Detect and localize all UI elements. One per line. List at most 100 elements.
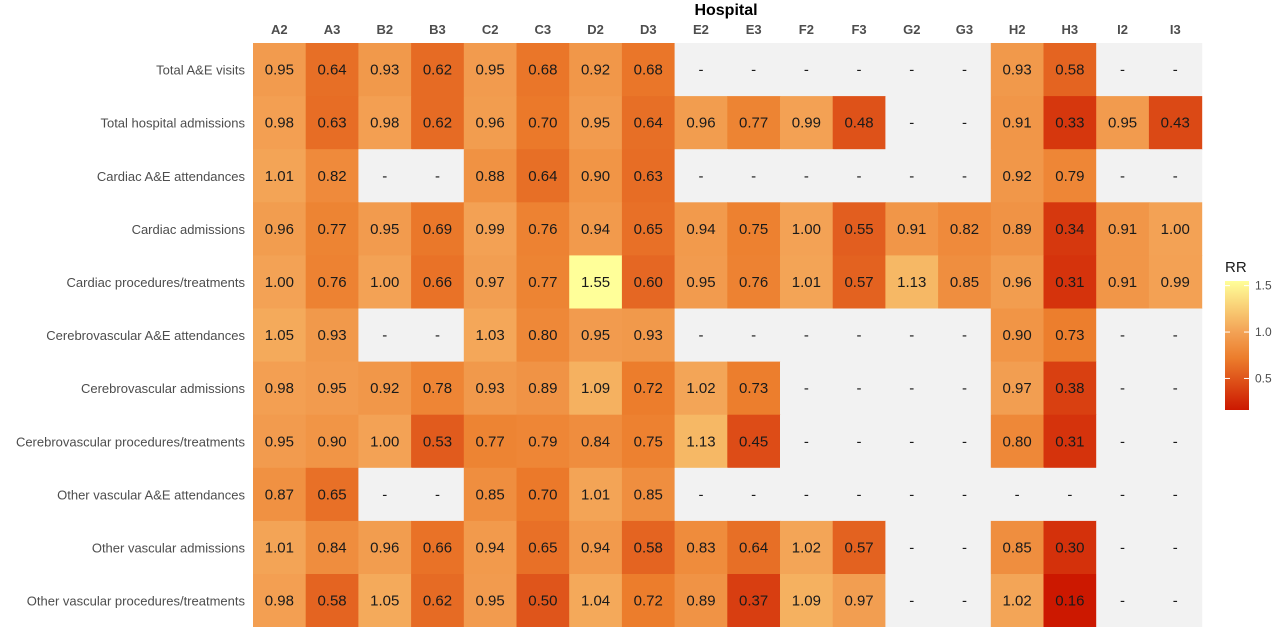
cell-value-label: 0.88 <box>476 168 505 185</box>
row-label: Cerebrovascular A&E attendances <box>46 328 245 343</box>
cell-value-label: 0.91 <box>1108 221 1137 238</box>
cell-value-label: 1.01 <box>265 168 294 185</box>
heatmap-cell-missing <box>358 308 412 363</box>
cell-value-label: 0.64 <box>634 115 663 132</box>
cell-value-label: 1.00 <box>370 433 399 450</box>
cell-value-label: 0.57 <box>844 539 873 556</box>
cell-value-label: 0.97 <box>476 274 505 291</box>
cell-value-label: 1.09 <box>792 593 821 610</box>
cell-value-label: - <box>751 486 756 503</box>
heatmap-cell <box>621 255 676 310</box>
heatmap-cell-missing <box>358 149 412 203</box>
heatmap-cell-missing <box>780 43 834 97</box>
heatmap-cell <box>938 202 992 256</box>
heatmap-cell <box>727 414 781 469</box>
heatmap-cell-missing <box>674 149 728 203</box>
heatmap-cell-missing <box>885 361 939 416</box>
cell-value-label: 0.98 <box>265 115 294 132</box>
cell-value-label: - <box>382 486 387 503</box>
cell-value-label: 0.76 <box>528 221 557 238</box>
heatmap-cell-missing <box>1096 308 1150 363</box>
cell-value-label: 0.77 <box>528 274 557 291</box>
heatmap-cell <box>516 96 570 150</box>
heatmap-cell-missing <box>674 308 728 363</box>
cell-value-label: - <box>751 327 756 344</box>
cell-value-label: - <box>1120 593 1125 610</box>
heatmap-cell <box>516 202 570 256</box>
cell-value-label: 0.58 <box>1055 62 1084 79</box>
cell-value-label: 0.77 <box>739 115 768 132</box>
row-labels: Total A&E visits Total hospital admission… <box>16 63 246 609</box>
heatmap-cell-missing <box>1148 149 1203 203</box>
cell-value-label: 0.31 <box>1055 433 1084 450</box>
row-label: Cardiac admissions <box>132 222 246 237</box>
heatmap-cell-missing <box>1043 467 1097 522</box>
column-label-f3: F3 <box>851 22 866 37</box>
heatmap-cell <box>516 414 570 469</box>
cell-value-label: 0.48 <box>844 115 873 132</box>
cell-value-label: - <box>1173 593 1178 610</box>
column-label-e3: E3 <box>746 22 762 37</box>
row-label: Total A&E visits <box>156 63 245 78</box>
cell-value-label: 0.85 <box>476 486 505 503</box>
heatmap-cell <box>832 96 886 150</box>
cell-value-label: 0.30 <box>1055 539 1084 556</box>
heatmap-cell <box>621 149 676 203</box>
cell-value-label: - <box>909 62 914 79</box>
cell-value-label: 0.77 <box>476 433 505 450</box>
heatmap-cell <box>253 43 307 97</box>
heatmap-cell <box>569 520 623 575</box>
cell-value-label: 0.80 <box>1003 433 1032 450</box>
cell-value-label: - <box>382 327 387 344</box>
cell-value-label: - <box>909 115 914 132</box>
cell-value-label: 0.75 <box>634 433 663 450</box>
cell-value-label: 0.96 <box>476 115 505 132</box>
heatmap-cell <box>569 361 623 416</box>
column-label-d3: D3 <box>640 22 657 37</box>
cell-value-label: - <box>962 327 967 344</box>
cell-value-label: 0.33 <box>1055 115 1084 132</box>
heatmap-cell-missing <box>938 149 992 203</box>
heatmap-cell-missing <box>1096 43 1150 97</box>
cell-value-label: 0.45 <box>739 433 768 450</box>
column-label-f2: F2 <box>799 22 814 37</box>
cell-value-label: 0.95 <box>317 380 346 397</box>
heatmap-cell <box>463 255 518 310</box>
legend-tick-label: 1.0 <box>1255 325 1272 339</box>
cell-value-label: - <box>1173 486 1178 503</box>
cell-value-label: - <box>751 168 756 185</box>
cell-value-label: 0.66 <box>423 274 452 291</box>
cell-value-label: 0.85 <box>1003 539 1032 556</box>
heatmap-cell <box>621 361 676 416</box>
heatmap-cell-missing <box>780 149 834 203</box>
heatmap-cell <box>674 414 728 469</box>
cell-value-label: - <box>1067 486 1072 503</box>
heatmap-cell <box>253 574 307 627</box>
cell-value-label: 0.93 <box>1003 62 1032 79</box>
cell-value-label: 0.58 <box>634 539 663 556</box>
cell-value-label: 0.68 <box>634 62 663 79</box>
heatmap-cell <box>621 520 676 575</box>
heatmap-cell-missing <box>885 96 939 150</box>
cell-value-label: - <box>909 327 914 344</box>
cell-value-label: 0.89 <box>528 380 557 397</box>
cell-value-label: 1.01 <box>581 486 610 503</box>
column-label-g2: G2 <box>903 22 920 37</box>
row-label: Other vascular procedures/treatments <box>27 594 246 609</box>
heatmap-cell-missing <box>938 43 992 97</box>
heatmap-cell <box>674 520 728 575</box>
cell-value-label: - <box>909 168 914 185</box>
cell-value-label: 0.85 <box>950 274 979 291</box>
cell-value-label: 0.95 <box>265 433 294 450</box>
heatmap-cell-missing <box>1096 361 1150 416</box>
cell-value-label: - <box>962 539 967 556</box>
cell-value-label: 0.64 <box>528 168 557 185</box>
column-label-e2: E2 <box>693 22 709 37</box>
legend-colorbar <box>1225 281 1249 410</box>
heatmap-cell <box>516 149 570 203</box>
cell-value-label: 0.94 <box>581 221 610 238</box>
heatmap-cell <box>990 43 1045 97</box>
cell-value-label: - <box>1120 62 1125 79</box>
cell-value-label: 0.37 <box>739 593 768 610</box>
